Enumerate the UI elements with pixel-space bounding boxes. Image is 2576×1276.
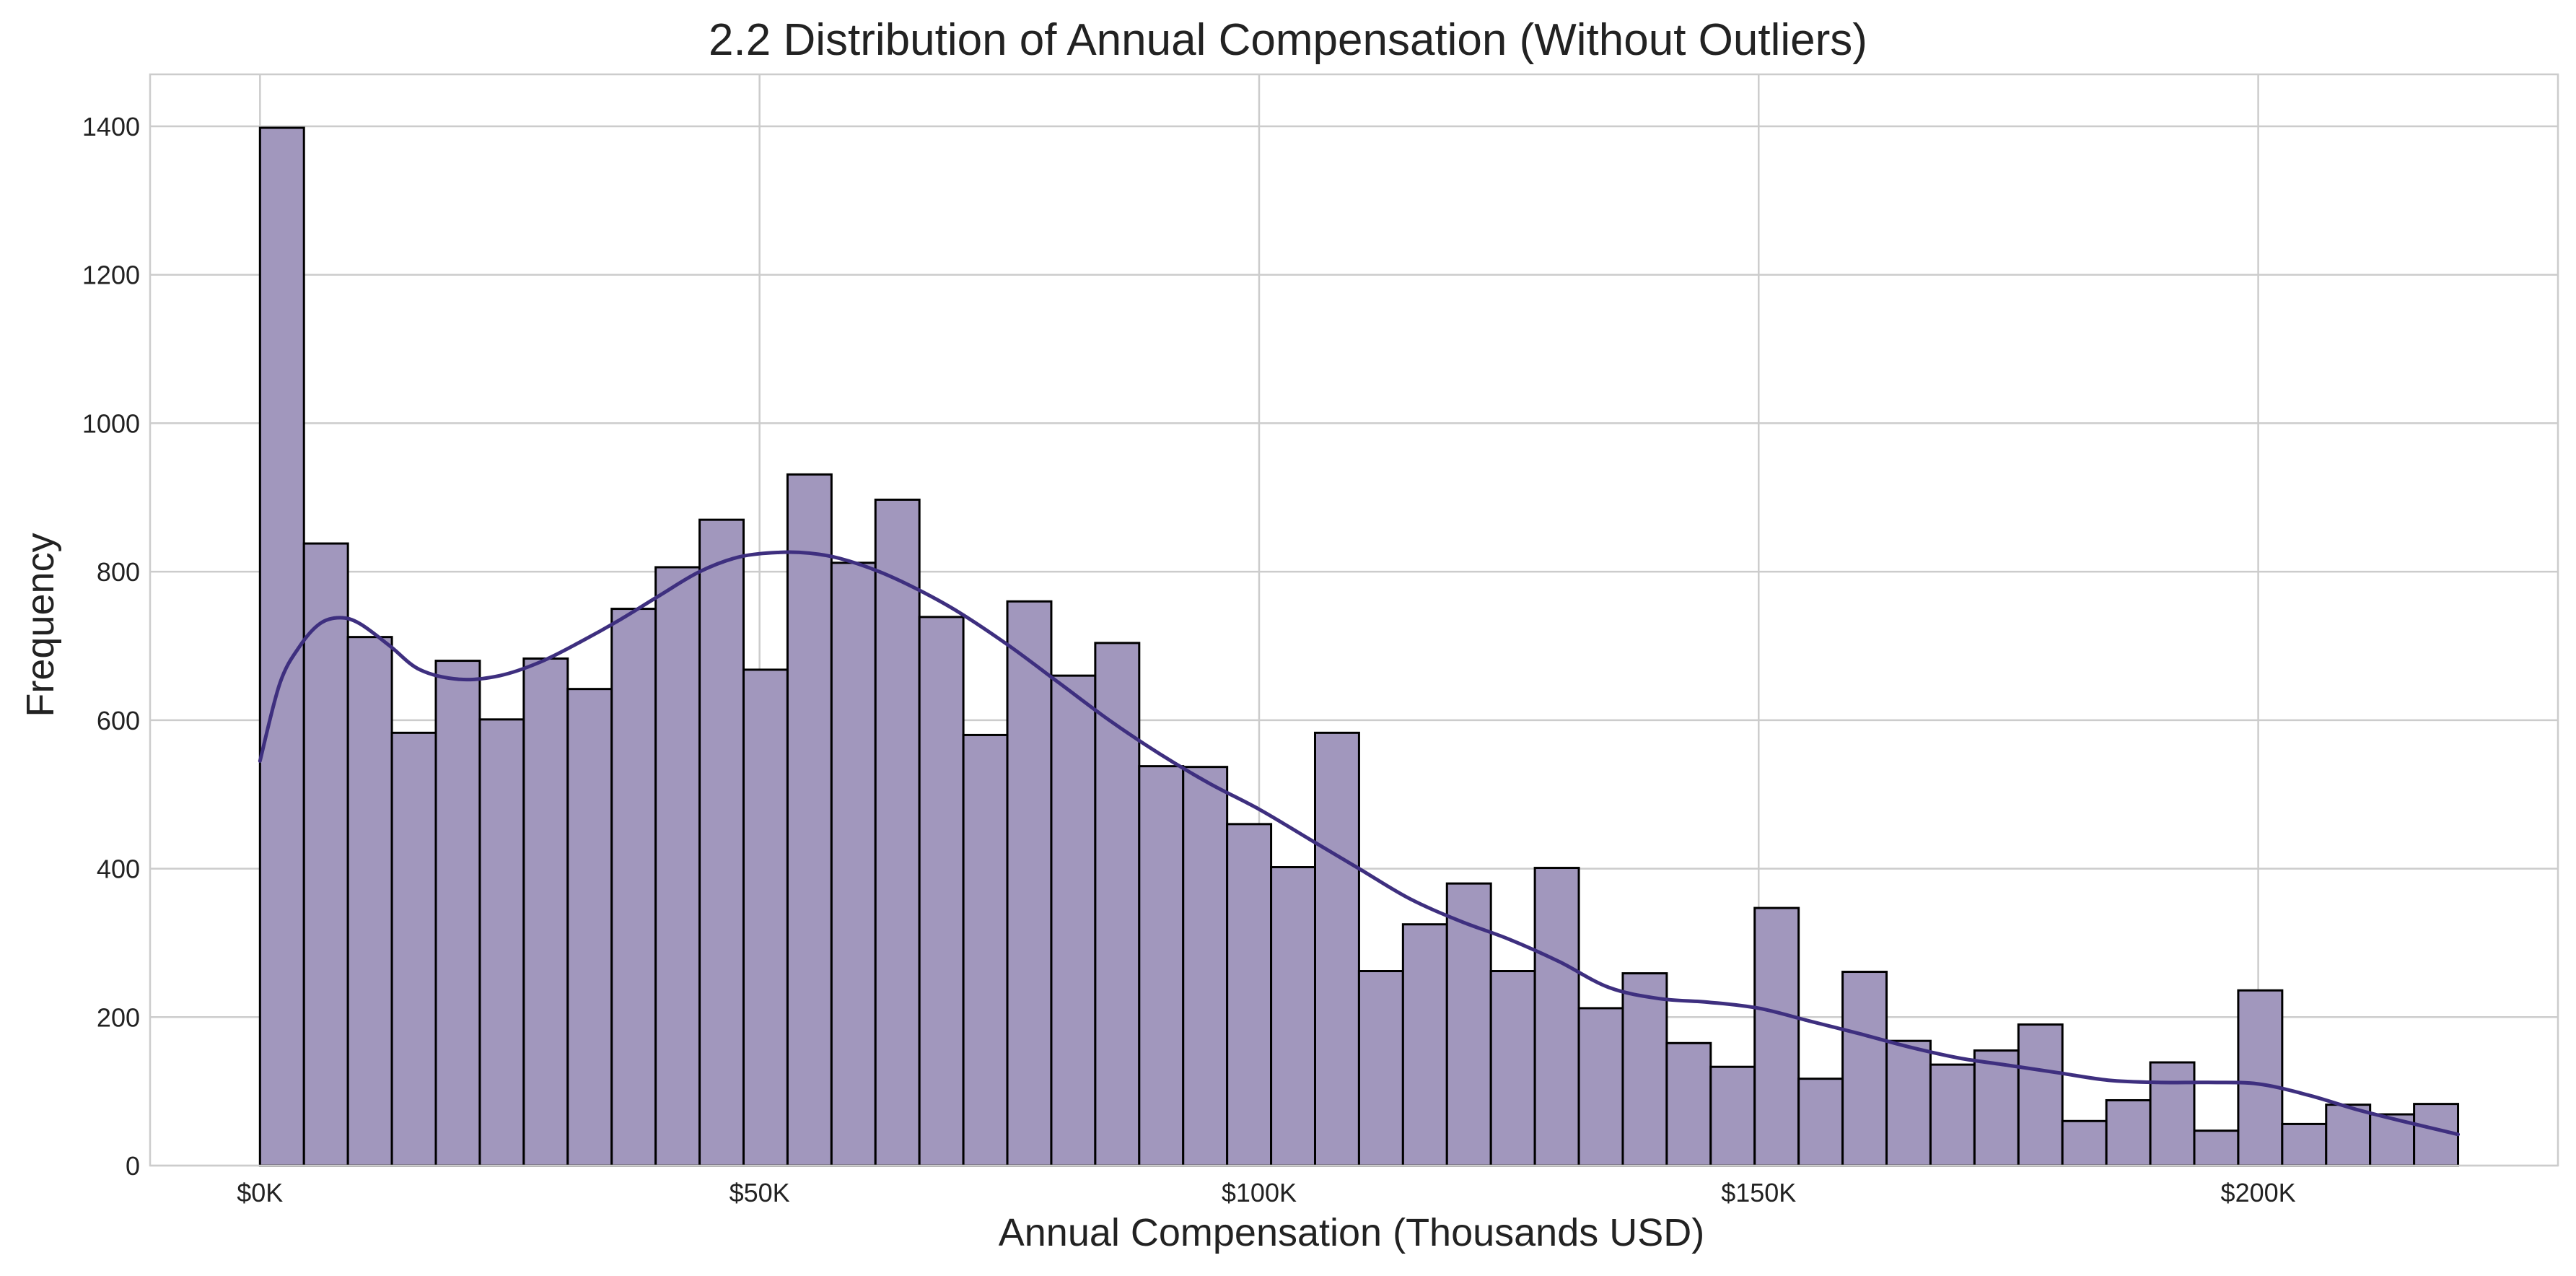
x-tick-labels: $0K $50K $100K $150K $200K (237, 1178, 2295, 1207)
y-tick-label: 0 (126, 1151, 140, 1181)
histogram-bar (2105, 1098, 2152, 1167)
histogram-bar (1885, 1039, 1932, 1167)
x-axis-label: Annual Compensation (Thousands USD) (999, 1211, 1705, 1254)
histogram-bar (874, 498, 921, 1167)
histogram-bar (390, 731, 437, 1167)
histogram-bar (2281, 1122, 2328, 1167)
chart-title: 2.2 Distribution of Annual Compensation … (709, 15, 1867, 65)
histogram-bar (918, 616, 965, 1167)
kde-curve (258, 550, 2461, 1137)
histogram-bar (1577, 1007, 1624, 1167)
histogram-bar (2149, 1061, 2196, 1167)
histogram-bar (1401, 923, 1448, 1167)
histogram-bars (258, 126, 2460, 1167)
histogram-bar (434, 660, 481, 1167)
histogram-bar (1533, 867, 1580, 1167)
y-tick-labels: 0 200 400 600 800 1000 1200 1400 (82, 112, 140, 1181)
histogram-bar (566, 688, 613, 1167)
x-tick-label: $150K (1721, 1178, 1796, 1207)
y-tick-label: 400 (97, 855, 140, 884)
kde-curve-group (258, 550, 2461, 1137)
y-tick-label: 800 (97, 557, 140, 587)
histogram-bar (1270, 866, 1316, 1167)
histogram-bar (478, 718, 525, 1167)
histogram-bar (522, 657, 569, 1167)
histogram-bar (786, 473, 833, 1167)
histogram-bar (1357, 970, 1404, 1167)
histogram-bar (1841, 971, 1888, 1167)
histogram-bar (2061, 1119, 2108, 1167)
x-tick-label: $100K (1222, 1178, 1297, 1207)
y-tick-label: 200 (97, 1002, 140, 1032)
histogram-bar (1621, 972, 1668, 1167)
histogram-bar (1973, 1049, 2020, 1167)
histogram-bar (1226, 823, 1273, 1167)
histogram-bar (1929, 1063, 1976, 1167)
x-tick-label: $0K (237, 1178, 283, 1207)
histogram-bar (1006, 600, 1053, 1167)
histogram-bar (698, 518, 745, 1167)
histogram-bar (1797, 1078, 1844, 1167)
histogram-bar (346, 636, 393, 1167)
x-tick-label: $50K (730, 1178, 790, 1207)
y-tick-label: 1400 (82, 112, 140, 141)
histogram-bar (2237, 989, 2284, 1167)
histogram-bar (654, 566, 701, 1167)
histogram-bar (2325, 1104, 2372, 1167)
histogram-bar (1665, 1041, 1712, 1167)
histogram-bar (1138, 765, 1185, 1167)
histogram-bar (1313, 731, 1360, 1167)
histogram-bar (610, 608, 657, 1167)
y-tick-label: 1200 (82, 261, 140, 290)
histogram-bar (742, 668, 789, 1167)
plot-frame (149, 73, 2559, 1167)
histogram-bar (1094, 642, 1141, 1167)
x-tick-label: $200K (2221, 1178, 2296, 1207)
histogram-bar (1050, 674, 1097, 1167)
histogram-bar (2017, 1023, 2064, 1167)
histogram-bar (302, 542, 349, 1167)
histogram-bar (2193, 1129, 2240, 1167)
histogram-bar (1489, 970, 1536, 1167)
histogram-bar (962, 733, 1009, 1167)
y-axis-label: Frequency (19, 533, 62, 717)
histogram-bar (1709, 1065, 1756, 1167)
histogram-bar (830, 561, 877, 1167)
y-tick-label: 1000 (82, 408, 140, 438)
histogram-bar (2413, 1103, 2460, 1167)
y-tick-label: 600 (97, 706, 140, 735)
histogram-bar (1182, 766, 1229, 1167)
histogram-bar (1753, 906, 1800, 1167)
